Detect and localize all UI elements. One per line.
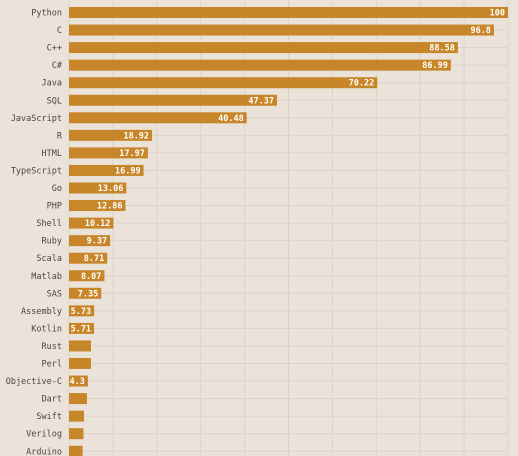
value-label: 13.06 bbox=[98, 184, 124, 194]
category-label: JavaScript bbox=[11, 114, 62, 124]
bar-ruby bbox=[69, 235, 111, 247]
bar-sas bbox=[69, 287, 102, 299]
bar-r bbox=[69, 129, 153, 141]
bar-objective-c bbox=[69, 375, 88, 387]
category-label: Java bbox=[42, 79, 62, 89]
bar-java bbox=[69, 77, 378, 89]
category-label: Dart bbox=[42, 395, 62, 405]
value-label: 18.92 bbox=[123, 131, 149, 141]
category-label: SAS bbox=[47, 289, 62, 299]
value-label: 7.35 bbox=[78, 289, 98, 299]
category-label: Swift bbox=[36, 412, 62, 422]
category-label: Assembly bbox=[21, 307, 62, 317]
category-label: Kotlin bbox=[31, 324, 62, 334]
value-label: 8.71 bbox=[84, 254, 104, 264]
bar-sql bbox=[69, 94, 277, 106]
value-label: 88.58 bbox=[429, 44, 455, 54]
bar-c bbox=[69, 24, 494, 36]
category-label: Arduino bbox=[26, 447, 62, 456]
value-label: 9.37 bbox=[87, 237, 107, 247]
category-label: Shell bbox=[36, 219, 62, 229]
bar-shell bbox=[69, 217, 114, 229]
category-label: TypeScript bbox=[11, 166, 62, 176]
category-label: HTML bbox=[42, 149, 62, 159]
bar-javascript bbox=[69, 112, 247, 124]
category-label: Python bbox=[31, 9, 62, 19]
value-label: 5.73 bbox=[71, 307, 91, 317]
category-label: R bbox=[57, 131, 63, 141]
category-label: SQL bbox=[47, 96, 62, 106]
category-labels: Python C C++ C# Java SQL JavaScript R HTML TypeSc… bbox=[6, 9, 63, 456]
bar-perl bbox=[69, 358, 91, 369]
bar-kotlin bbox=[69, 322, 95, 334]
value-label: 100 bbox=[490, 9, 505, 19]
category-label: Perl bbox=[42, 360, 62, 370]
category-label: Ruby bbox=[42, 237, 62, 247]
category-label: Go bbox=[52, 184, 62, 194]
value-label: 96.8 bbox=[470, 26, 490, 36]
category-label: PHP bbox=[47, 202, 62, 212]
value-label: 17.97 bbox=[119, 149, 145, 159]
category-label: C bbox=[57, 26, 62, 36]
bar-dart bbox=[69, 393, 87, 405]
bar-swift bbox=[69, 410, 84, 422]
bar-rust bbox=[69, 340, 91, 352]
value-label: 5.71 bbox=[71, 324, 91, 334]
bar-python bbox=[69, 7, 508, 18]
bar-go bbox=[69, 182, 127, 194]
category-label: Rust bbox=[42, 342, 62, 352]
category-label: Scala bbox=[36, 254, 62, 264]
bar-arduino bbox=[69, 445, 83, 456]
value-label: 47.37 bbox=[248, 96, 274, 106]
bars-group bbox=[69, 7, 508, 456]
value-label: 70.22 bbox=[349, 79, 375, 89]
bar-scala bbox=[69, 252, 108, 264]
category-label: C# bbox=[52, 61, 63, 71]
bar-php bbox=[69, 200, 126, 212]
value-label: 12.86 bbox=[97, 202, 123, 212]
bar-matlab bbox=[69, 270, 105, 282]
category-label: Verilog bbox=[26, 430, 62, 440]
value-label: 86.99 bbox=[422, 61, 448, 71]
bar-c- bbox=[69, 59, 451, 71]
value-label: 4.3 bbox=[70, 377, 85, 387]
bar-typescript bbox=[69, 164, 144, 176]
category-label: Matlab bbox=[31, 272, 62, 282]
bar-verilog bbox=[69, 428, 84, 440]
value-label: 16.99 bbox=[115, 166, 141, 176]
bar-assembly bbox=[69, 305, 95, 317]
category-label: C++ bbox=[47, 44, 62, 54]
value-label: 10.12 bbox=[85, 219, 111, 229]
bar-c- bbox=[69, 42, 458, 54]
category-label: Objective-C bbox=[6, 377, 62, 387]
value-label: 40.48 bbox=[218, 114, 244, 124]
bar-html bbox=[69, 147, 148, 159]
value-label: 8.07 bbox=[81, 272, 101, 282]
